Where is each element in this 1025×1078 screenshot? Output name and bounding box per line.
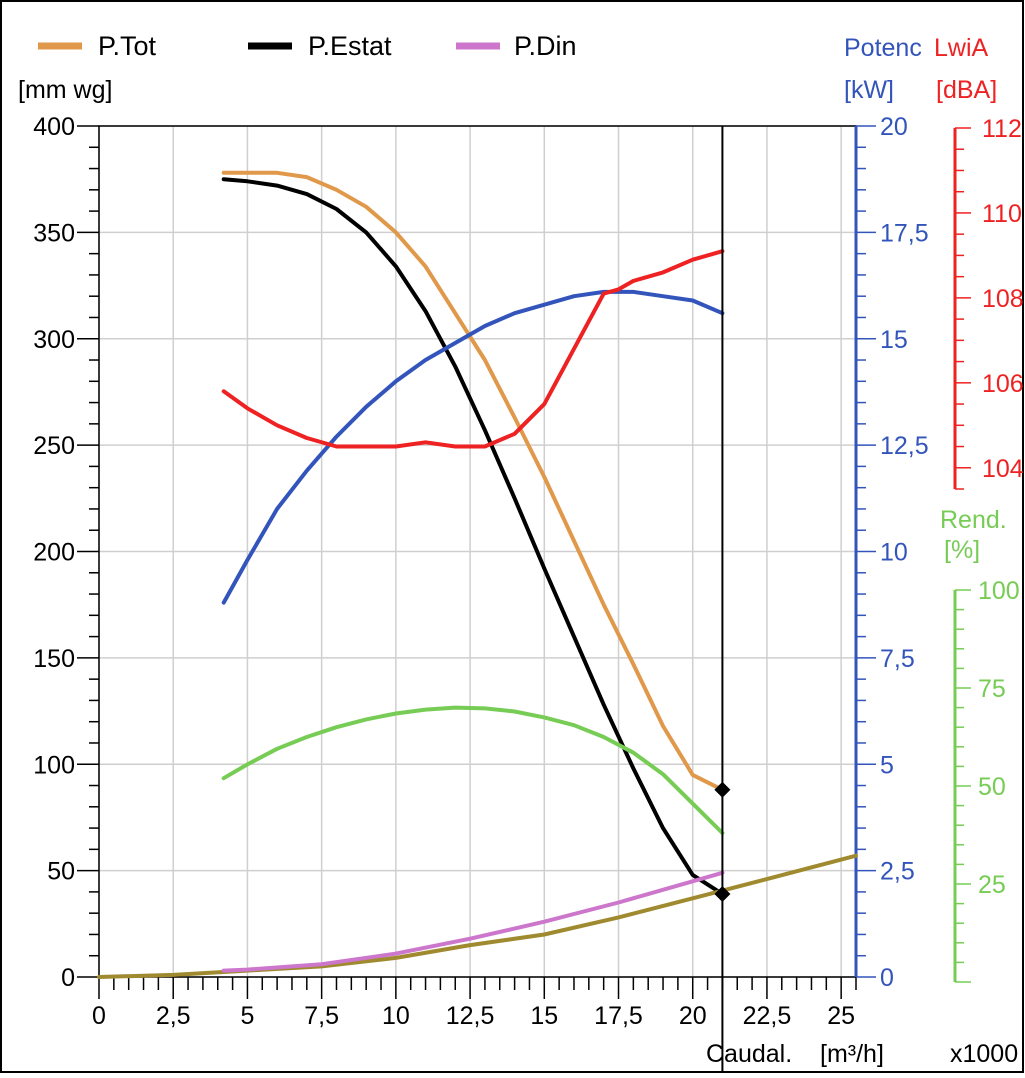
x-tick-label-20: 20 <box>679 1002 707 1030</box>
series-line-p-estat <box>221 177 725 896</box>
marker-layer <box>714 126 731 1073</box>
x-axis-multiplier: x1000 <box>950 1040 1018 1068</box>
power-tick-label-0: 0 <box>880 964 894 992</box>
x-tick-label-25: 25 <box>827 1002 855 1030</box>
operating-point-marker-p-tot <box>714 781 731 798</box>
sound-axis-title: LwiA <box>934 34 989 62</box>
power-tick-label-15: 15 <box>880 326 908 354</box>
series-line-efficiency-6 <box>221 705 725 835</box>
power-tick-label-12-5: 12,5 <box>880 432 929 460</box>
pressure-tick-label-100: 100 <box>33 751 75 779</box>
series-line-p-din <box>221 870 725 973</box>
x-tick-label-10: 10 <box>382 1002 410 1030</box>
efficiency-tick-label-75: 75 <box>978 675 1006 703</box>
legend: P.Tot P.Estat P.Din <box>38 31 577 61</box>
pressure-tick-label-250: 250 <box>33 432 75 460</box>
x-tick-label-17-5: 17,5 <box>594 1002 643 1030</box>
efficiency-axis-unit: [%] <box>944 536 980 564</box>
x-tick-label-2-5: 2,5 <box>156 1002 191 1030</box>
legend-label-p-din: P.Din <box>514 31 577 61</box>
power-tick-label-17-5: 17,5 <box>880 219 929 247</box>
series-line-sound-5 <box>221 249 725 449</box>
x-tick-label-0: 0 <box>92 1002 106 1030</box>
x-tick-label-22-5: 22,5 <box>743 1002 792 1030</box>
efficiency-tick-label-50: 50 <box>978 773 1006 801</box>
efficiency-tick-label-25: 25 <box>978 871 1006 899</box>
sound-tick-label-108: 108 <box>982 285 1024 313</box>
power-tick-label-2-5: 2,5 <box>880 858 915 886</box>
power-tick-label-20: 20 <box>880 113 908 141</box>
pressure-tick-label-150: 150 <box>33 645 75 673</box>
pressure-tick-label-50: 50 <box>47 858 75 886</box>
sound-tick-label-110: 110 <box>982 200 1022 228</box>
legend-label-p-estat: P.Estat <box>308 31 392 61</box>
pressure-tick-label-0: 0 <box>61 964 75 992</box>
series-line-power-4 <box>221 289 725 605</box>
pressure-tick-label-300: 300 <box>33 326 75 354</box>
legend-label-p-tot: P.Tot <box>98 31 157 61</box>
sound-tick-label-112: 112 <box>982 115 1022 143</box>
x-axis-label: Caudal. <box>706 1040 792 1068</box>
x-tick-label-5: 5 <box>240 1002 254 1030</box>
power-tick-label-7-5: 7,5 <box>880 645 915 673</box>
operating-point-marker-p-estat <box>714 886 731 903</box>
sound-tick-label-104: 104 <box>982 455 1024 483</box>
x-tick-label-15: 15 <box>530 1002 558 1030</box>
pressure-tick-label-350: 350 <box>33 219 75 247</box>
pressure-tick-label-400: 400 <box>33 113 75 141</box>
power-tick-label-5: 5 <box>880 751 894 779</box>
power-axis-title: Potenc <box>844 34 922 62</box>
power-axis-unit: [kW] <box>844 76 894 104</box>
axis-layer: 0 2,5 5 7,5 10 12,5 15 17,5 20 22,5 25050100150200… <box>33 113 1024 1030</box>
power-tick-label-10: 10 <box>880 539 908 567</box>
x-axis-unit: [m³/h] <box>820 1040 884 1068</box>
sound-tick-label-106: 106 <box>982 370 1024 398</box>
x-tick-label-7-5: 7,5 <box>304 1002 339 1030</box>
sound-axis-unit: [dBA] <box>936 76 997 104</box>
pressure-tick-label-200: 200 <box>33 539 75 567</box>
efficiency-tick-label-100: 100 <box>978 577 1020 605</box>
efficiency-axis-title: Rend. <box>940 506 1007 534</box>
pressure-axis-unit: [mm wg] <box>18 76 112 104</box>
x-tick-label-12-5: 12,5 <box>446 1002 495 1030</box>
